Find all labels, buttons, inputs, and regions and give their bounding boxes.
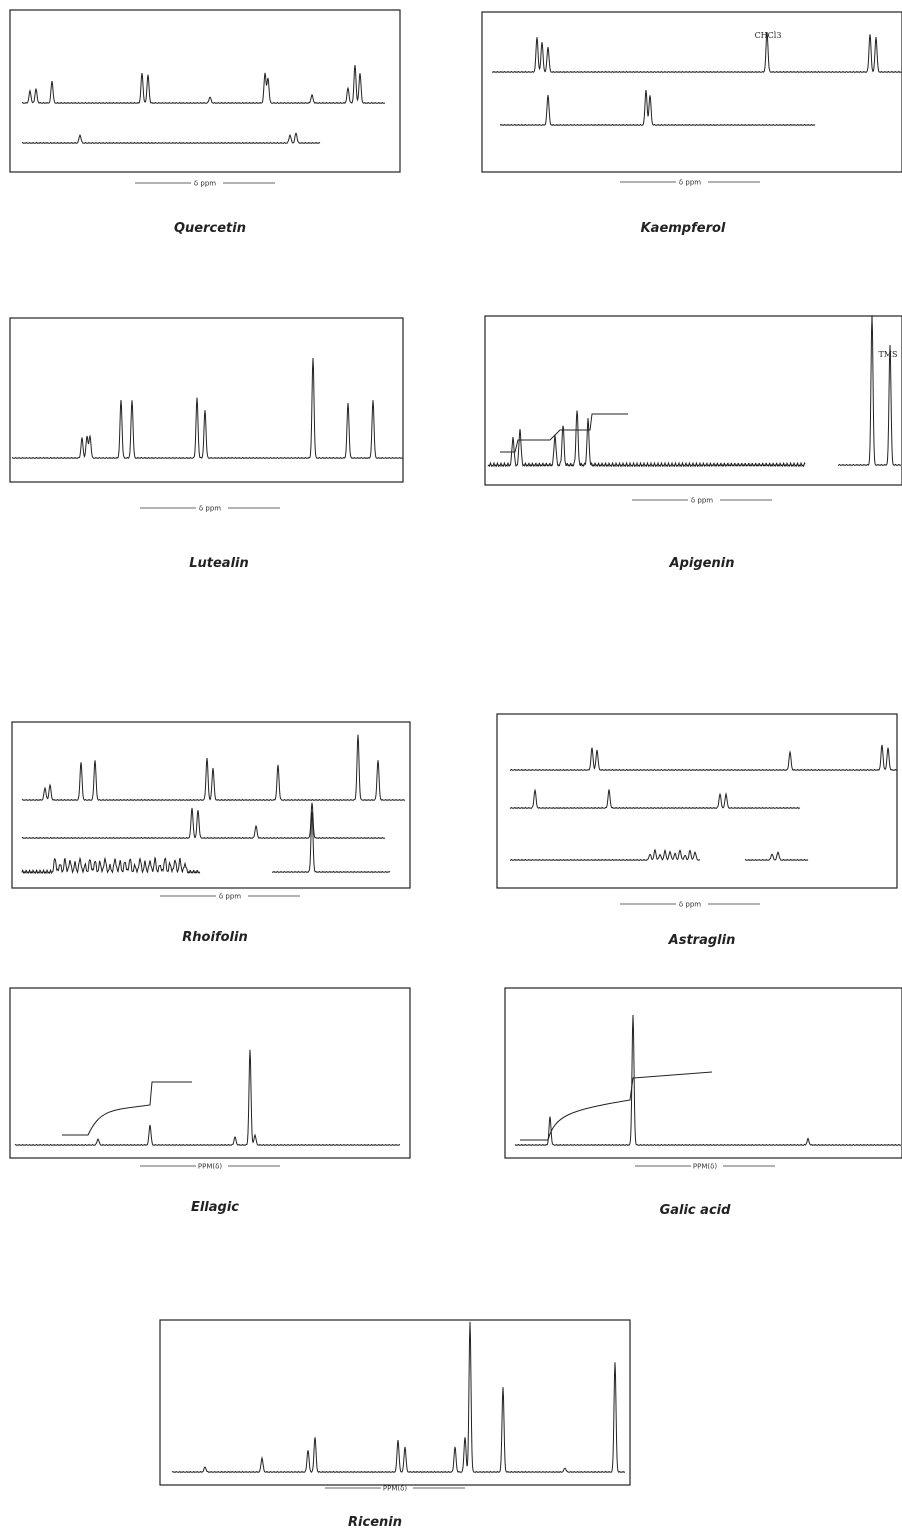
- spectrum-trace: [22, 803, 385, 839]
- panel-caption: Galic acid: [660, 1203, 732, 1218]
- spectrum-panel: δ ppm CHCl3 Kaempferol: [482, 12, 902, 236]
- peak-label: CHCl3: [755, 31, 782, 40]
- page: δ ppm Quercetin δ ppm CHCl3 Kaempferol δ ppm L…: [0, 0, 902, 1528]
- scale-label: δ ppm: [219, 893, 241, 901]
- panel-frame: [10, 988, 410, 1158]
- scale-label: δ ppm: [194, 180, 216, 188]
- spectrum-trace: [488, 411, 805, 467]
- spectrum-trace: [22, 133, 320, 143]
- spectrum-trace: [172, 1322, 625, 1472]
- panel-caption: Kaempferol: [641, 221, 726, 236]
- scale-label: δ ppm: [691, 497, 713, 505]
- spectrum-panel: PPM(δ) Ellagic: [10, 988, 410, 1215]
- spectrum-trace: [492, 32, 902, 72]
- spectrum-trace: [22, 65, 385, 103]
- panel-caption: Apigenin: [669, 556, 735, 571]
- panel-frame: [160, 1320, 630, 1485]
- panel-caption: Lutealin: [189, 556, 249, 571]
- panel-caption: Rhoifolin: [182, 930, 247, 945]
- spectrum-panel: PPM(δ) Galic acid: [505, 988, 902, 1218]
- scale-label: PPM(δ): [383, 1485, 407, 1493]
- panel-frame: [12, 722, 410, 888]
- spectrum-panel: δ ppm Rhoifolin: [12, 722, 410, 945]
- panel-frame: [10, 10, 400, 172]
- spectrum-trace: [515, 1015, 901, 1145]
- scale-label: PPM(δ): [198, 1163, 222, 1171]
- spectrum-panel: δ ppm Quercetin: [10, 10, 400, 236]
- panel-caption: Ricenin: [348, 1515, 402, 1528]
- scale-label: δ ppm: [679, 901, 701, 909]
- spectrum-trace: [500, 90, 815, 125]
- spectrum-trace: [15, 1050, 400, 1146]
- peak-label: TMS: [878, 350, 897, 359]
- spectrum-panel: δ ppm Astraglin: [497, 714, 897, 948]
- panel-caption: Quercetin: [174, 221, 246, 236]
- spectrum-trace: [510, 790, 800, 809]
- scale-label: δ ppm: [199, 505, 221, 513]
- scale-label: PPM(δ): [693, 1163, 717, 1171]
- spectrum-trace: [745, 852, 808, 860]
- spectrum-panel: PPM(δ) Ricenin: [160, 1320, 630, 1528]
- scale-label: δ ppm: [679, 179, 701, 187]
- spectrum-trace: [22, 858, 200, 873]
- integral-curve: [62, 1082, 192, 1135]
- spectrum-trace: [272, 812, 390, 873]
- spectrum-panel: δ ppm Lutealin: [10, 318, 403, 571]
- spectrum-trace: [12, 358, 403, 458]
- panel-frame: [485, 316, 902, 485]
- panel-frame: [497, 714, 897, 888]
- spectrum-panel: δ ppm TMS Apigenin: [485, 315, 902, 571]
- spectrum-trace: [838, 315, 901, 465]
- panel-frame: [482, 12, 902, 172]
- spectrum-trace: [510, 850, 700, 860]
- spectrum-trace: [510, 745, 897, 770]
- panel-caption: Astraglin: [668, 933, 736, 948]
- spectrum-trace: [22, 735, 405, 801]
- panel-caption: Ellagic: [191, 1200, 239, 1215]
